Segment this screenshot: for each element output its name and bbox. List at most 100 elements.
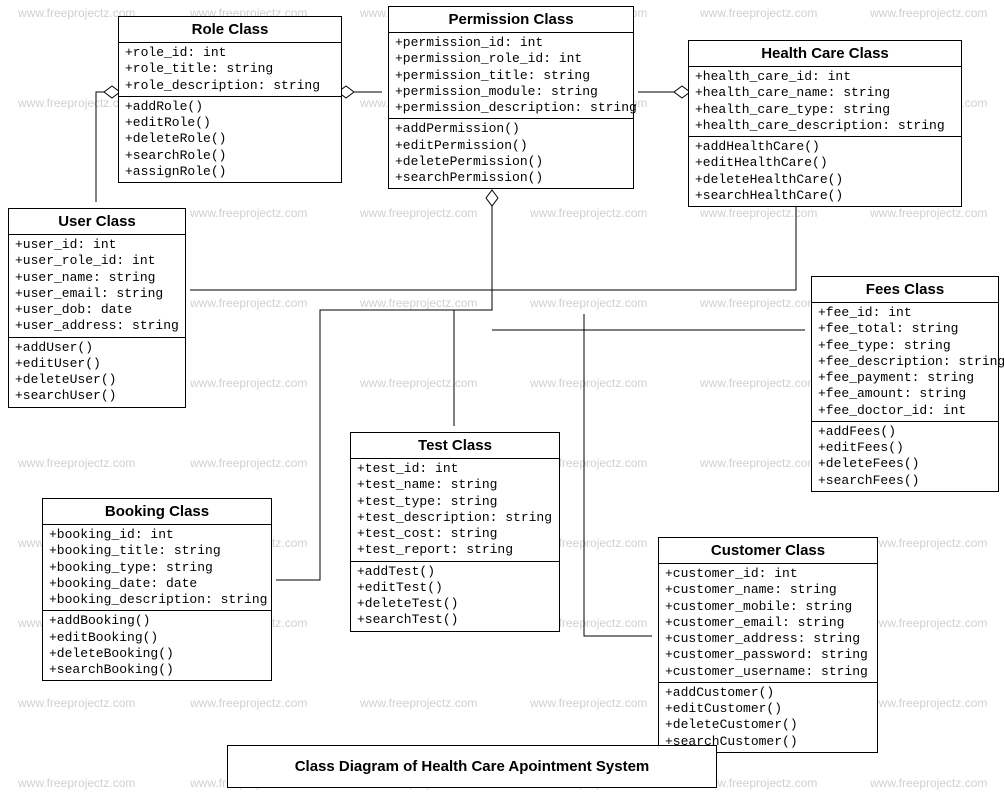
watermark-text: www.freeprojectz.com xyxy=(700,456,817,470)
watermark-text: www.freeprojectz.com xyxy=(360,376,477,390)
attribute-row: +fee_id: int xyxy=(818,305,992,321)
method-row: +searchPermission() xyxy=(395,170,627,186)
method-row: +editTest() xyxy=(357,580,553,596)
role-class-title: Role Class xyxy=(119,17,341,43)
attribute-row: +health_care_name: string xyxy=(695,85,955,101)
method-row: +deleteTest() xyxy=(357,596,553,612)
attribute-row: +permission_title: string xyxy=(395,68,627,84)
watermark-text: www.freeprojectz.com xyxy=(190,206,307,220)
method-row: +editRole() xyxy=(125,115,335,131)
method-row: +assignRole() xyxy=(125,164,335,180)
attribute-row: +user_email: string xyxy=(15,286,179,302)
attribute-row: +role_description: string xyxy=(125,78,335,94)
method-row: +searchHealthCare() xyxy=(695,188,955,204)
attribute-row: +fee_total: string xyxy=(818,321,992,337)
watermark-text: www.freeprojectz.com xyxy=(700,6,817,20)
test-class-methods: +addTest()+editTest()+deleteTest()+searc… xyxy=(351,562,559,631)
permission-class-methods: +addPermission()+editPermission()+delete… xyxy=(389,119,633,188)
method-row: +editBooking() xyxy=(49,630,265,646)
method-row: +searchBooking() xyxy=(49,662,265,678)
method-row: +deleteFees() xyxy=(818,456,992,472)
method-row: +addRole() xyxy=(125,99,335,115)
method-row: +searchTest() xyxy=(357,612,553,628)
attribute-row: +booking_type: string xyxy=(49,560,265,576)
method-row: +editFees() xyxy=(818,440,992,456)
fees-class: Fees Class+fee_id: int+fee_total: string… xyxy=(811,276,999,492)
fees-class-methods: +addFees()+editFees()+deleteFees()+searc… xyxy=(812,422,998,491)
attribute-row: +permission_id: int xyxy=(395,35,627,51)
watermark-text: www.freeprojectz.com xyxy=(190,376,307,390)
watermark-text: www.freeprojectz.com xyxy=(870,536,987,550)
attribute-row: +permission_description: string xyxy=(395,100,627,116)
method-row: +deleteHealthCare() xyxy=(695,172,955,188)
attribute-row: +booking_date: date xyxy=(49,576,265,592)
watermark-text: www.freeprojectz.com xyxy=(18,776,135,790)
watermark-text: www.freeprojectz.com xyxy=(190,296,307,310)
attribute-row: +role_title: string xyxy=(125,61,335,77)
method-row: +deleteUser() xyxy=(15,372,179,388)
attribute-row: +booking_description: string xyxy=(49,592,265,608)
healthcare-class-title: Health Care Class xyxy=(689,41,961,67)
watermark-text: www.freeprojectz.com xyxy=(870,776,987,790)
role-class-methods: +addRole()+editRole()+deleteRole()+searc… xyxy=(119,97,341,182)
attribute-row: +customer_username: string xyxy=(665,664,871,680)
permission-class: Permission Class +permission_id: int +perm… xyxy=(388,6,634,189)
method-row: +editCustomer() xyxy=(665,701,871,717)
booking-class-title: Booking Class xyxy=(43,499,271,525)
method-row: +searchRole() xyxy=(125,148,335,164)
watermark-text: www.freeprojectz.com xyxy=(700,296,817,310)
method-row: +addUser() xyxy=(15,340,179,356)
method-row: +addPermission() xyxy=(395,121,627,137)
watermark-text: www.freeprojectz.com xyxy=(190,456,307,470)
attribute-row: +booking_title: string xyxy=(49,543,265,559)
watermark-text: www.freeprojectz.com xyxy=(530,696,647,710)
diagram-title: Class Diagram of Health Care Apointment … xyxy=(227,745,717,788)
fees-class-attributes: +fee_id: int+fee_total: string+fee_type:… xyxy=(812,303,998,422)
attribute-row: +test_name: string xyxy=(357,477,553,493)
watermark-text: www.freeprojectz.com xyxy=(18,696,135,710)
booking-class: Booking Class+booking_id: int+booking_ti… xyxy=(42,498,272,681)
attribute-row: +customer_email: string xyxy=(665,615,871,631)
method-row: +searchUser() xyxy=(15,388,179,404)
healthcare-class-attributes: +health_care_id: int+health_care_name: s… xyxy=(689,67,961,137)
attribute-row: +fee_payment: string xyxy=(818,370,992,386)
attribute-row: +fee_amount: string xyxy=(818,386,992,402)
attribute-row: +test_cost: string xyxy=(357,526,553,542)
customer-class-attributes: +customer_id: int+customer_name: string+… xyxy=(659,564,877,683)
watermark-text: www.freeprojectz.com xyxy=(530,376,647,390)
method-row: +addFees() xyxy=(818,424,992,440)
attribute-row: +user_address: string xyxy=(15,318,179,334)
user-class: User Class+user_id: int+user_role_id: in… xyxy=(8,208,186,408)
customer-class: Customer Class+customer_id: int+customer… xyxy=(658,537,878,753)
watermark-text: www.freeprojectz.com xyxy=(700,376,817,390)
attribute-row: +customer_id: int xyxy=(665,566,871,582)
customer-class-methods: +addCustomer()+editCustomer()+deleteCust… xyxy=(659,683,877,752)
attribute-row: +fee_description: string xyxy=(818,354,992,370)
watermark-text: www.freeprojectz.com xyxy=(360,296,477,310)
attribute-row: +health_care_type: string xyxy=(695,102,955,118)
attribute-row: +customer_address: string xyxy=(665,631,871,647)
watermark-text: www.freeprojectz.com xyxy=(870,696,987,710)
attribute-row: +fee_type: string xyxy=(818,338,992,354)
method-row: +addHealthCare() xyxy=(695,139,955,155)
attribute-row: +test_report: string xyxy=(357,542,553,558)
watermark-text: www.freeprojectz.com xyxy=(190,696,307,710)
attribute-row: +health_care_description: string xyxy=(695,118,955,134)
watermark-text: www.freeprojectz.com xyxy=(870,6,987,20)
test-class: Test Class+test_id: int+test_name: strin… xyxy=(350,432,560,632)
permission-class-title: Permission Class xyxy=(389,7,633,33)
method-row: +deleteBooking() xyxy=(49,646,265,662)
watermark-text: www.freeprojectz.com xyxy=(360,206,477,220)
attribute-row: +test_type: string xyxy=(357,494,553,510)
attribute-row: +customer_name: string xyxy=(665,582,871,598)
attribute-row: +customer_mobile: string xyxy=(665,599,871,615)
attribute-row: +user_role_id: int xyxy=(15,253,179,269)
watermark-text: www.freeprojectz.com xyxy=(870,206,987,220)
fees-class-title: Fees Class xyxy=(812,277,998,303)
attribute-row: +fee_doctor_id: int xyxy=(818,403,992,419)
method-row: +editPermission() xyxy=(395,138,627,154)
method-row: +deleteRole() xyxy=(125,131,335,147)
attribute-row: +user_name: string xyxy=(15,270,179,286)
method-row: +searchFees() xyxy=(818,473,992,489)
healthcare-class: Health Care Class+health_care_id: int+he… xyxy=(688,40,962,207)
